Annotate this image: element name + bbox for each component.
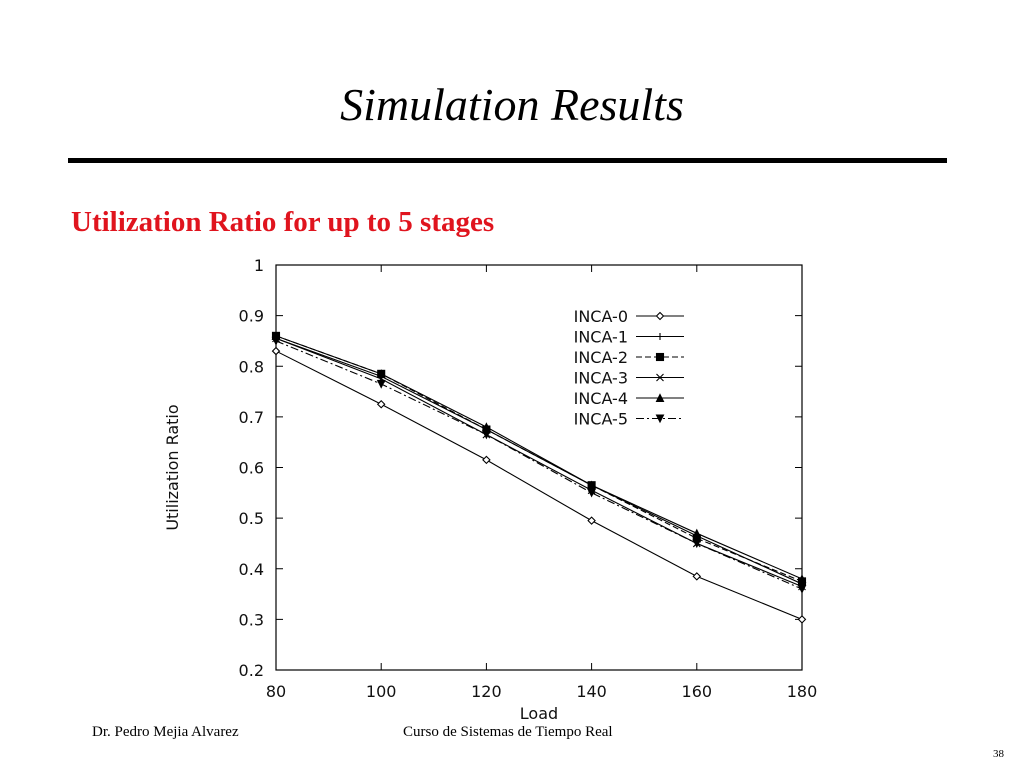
data-point	[376, 379, 386, 389]
y-tick-label: 0.9	[239, 307, 264, 326]
x-tick-label: 80	[266, 682, 286, 701]
series-inca-3	[272, 334, 806, 591]
series-line	[275, 335, 803, 580]
legend-marker	[655, 393, 665, 403]
slide-subtitle: Utilization Ratio for up to 5 stages	[71, 206, 495, 238]
legend-marker	[656, 373, 664, 382]
legend-marker	[656, 333, 664, 340]
data-point	[797, 615, 807, 624]
x-tick-label: 180	[787, 682, 818, 701]
data-point	[482, 422, 491, 432]
series-inca-2	[271, 331, 807, 586]
y-tick-label: 1	[254, 256, 264, 275]
x-tick-label: 100	[366, 682, 397, 701]
y-tick-label: 0.7	[239, 408, 264, 427]
data-point	[797, 584, 807, 594]
footer-course: Curso de Sistemas de Tiempo Real	[403, 724, 613, 740]
data-point	[271, 346, 281, 356]
series-inca-0	[271, 346, 807, 624]
series-inca-4	[271, 331, 807, 583]
data-point	[692, 572, 702, 581]
legend-marker	[655, 311, 665, 321]
x-axis-label: Load	[520, 704, 558, 720]
x-tick-label: 140	[576, 682, 607, 701]
data-point	[376, 369, 386, 378]
title-divider	[68, 158, 947, 163]
legend-marker	[655, 414, 665, 424]
data-point	[376, 399, 386, 409]
series-line	[275, 340, 803, 590]
footer-author: Dr. Pedro Mejia Alvarez	[92, 724, 239, 740]
y-tick-label: 0.6	[239, 459, 264, 478]
series-line	[275, 350, 803, 620]
plot-frame	[275, 264, 803, 671]
series-line	[275, 337, 803, 585]
page-number: 38	[993, 748, 1004, 760]
legend-label: INCA-4	[574, 389, 628, 408]
legend-label: INCA-0	[574, 307, 628, 326]
legend-label: INCA-5	[574, 410, 628, 429]
data-point	[587, 488, 596, 498]
data-point	[587, 516, 596, 525]
y-axis-label: Utilization Ratio	[163, 404, 182, 530]
x-tick-label: 160	[682, 682, 713, 701]
y-tick-label: 0.4	[239, 560, 264, 579]
y-tick-label: 0.3	[239, 610, 264, 629]
data-point	[692, 539, 702, 549]
legend-label: INCA-1	[574, 328, 628, 347]
data-point	[482, 430, 491, 440]
y-tick-label: 0.5	[239, 509, 264, 528]
data-point	[271, 336, 281, 346]
y-tick-label: 0.8	[239, 357, 264, 376]
data-point	[797, 574, 807, 583]
y-tick-label: 0.2	[239, 661, 264, 680]
data-point	[482, 455, 491, 465]
series-inca-5	[271, 336, 807, 594]
legend-marker	[655, 352, 665, 362]
legend-label: INCA-3	[574, 369, 628, 388]
data-point	[692, 528, 702, 538]
data-point	[587, 480, 596, 490]
legend-label: INCA-2	[574, 348, 628, 367]
x-tick-label: 120	[471, 682, 502, 701]
slide-title: Simulation Results	[340, 79, 684, 130]
